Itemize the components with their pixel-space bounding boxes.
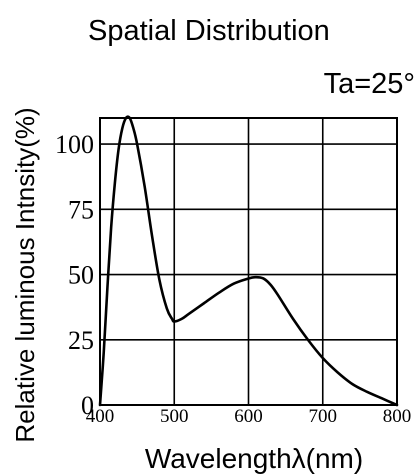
series-line-0 bbox=[98, 115, 399, 407]
x-tick-label-400: 400 bbox=[86, 406, 115, 427]
y-tick-label-75: 75 bbox=[68, 195, 94, 224]
x-tick-label-700: 700 bbox=[309, 406, 338, 427]
x-tick-labels: 400 500 600 700 800 bbox=[86, 406, 412, 427]
y-tick-label-50: 50 bbox=[68, 261, 94, 290]
y-axis-label: Relative luminous Intnsity(%) bbox=[10, 107, 40, 442]
x-tick-label-800: 800 bbox=[383, 406, 412, 427]
temperature-annotation: Ta=25° bbox=[324, 68, 415, 100]
grid bbox=[99, 117, 398, 406]
x-tick-label-600: 600 bbox=[234, 406, 263, 427]
y-tick-label-100: 100 bbox=[55, 130, 94, 159]
x-tick-label-500: 500 bbox=[160, 406, 189, 427]
series-lines bbox=[98, 115, 399, 407]
y-tick-label-25: 25 bbox=[68, 326, 94, 355]
chart-title: Spatial Distribution bbox=[88, 15, 330, 47]
y-tick-label-0: 0 bbox=[81, 391, 94, 420]
y-tick-labels: 0 25 50 75 100 bbox=[55, 130, 94, 420]
x-axis-label: Wavelengthλ(nm) bbox=[145, 443, 363, 474]
